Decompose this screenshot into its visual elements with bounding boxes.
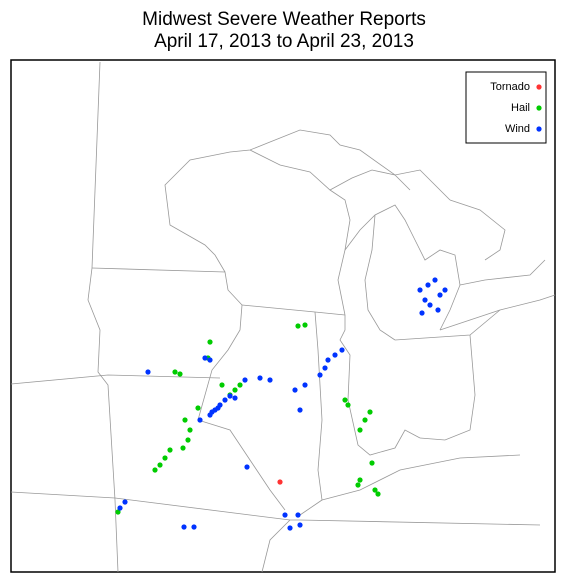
report-dot (339, 347, 345, 353)
report-dot (295, 323, 301, 329)
legend-dot (536, 84, 542, 90)
legend-label: Tornado (490, 81, 530, 93)
report-dot (115, 509, 121, 515)
report-dot (227, 393, 233, 399)
report-dot (181, 524, 187, 530)
report-dot (435, 307, 441, 313)
report-dot (375, 491, 381, 497)
report-dot (232, 395, 238, 401)
report-dot (419, 310, 425, 316)
report-dot (172, 369, 178, 375)
report-dot (219, 382, 225, 388)
reports (115, 277, 448, 531)
report-dot (322, 365, 328, 371)
report-dot (187, 427, 193, 433)
report-dot (197, 417, 203, 423)
report-dot (277, 479, 283, 485)
report-dot (362, 417, 368, 423)
report-dot (317, 372, 323, 378)
legend-label: Wind (505, 123, 530, 135)
report-dot (325, 357, 331, 363)
report-dot (345, 402, 351, 408)
report-dot (257, 375, 263, 381)
report-dot (232, 387, 238, 393)
report-dot (117, 505, 123, 511)
report-dot (222, 397, 228, 403)
report-dot (297, 522, 303, 528)
report-dot (242, 377, 248, 383)
report-dot (357, 427, 363, 433)
report-dot (207, 357, 213, 363)
legend: Tornado Hail Wind (490, 81, 542, 135)
title-line: Midwest Severe Weather Reports (142, 9, 426, 30)
report-dot (417, 287, 423, 293)
report-dot (442, 287, 448, 293)
map-frame (10, 59, 556, 573)
report-dot (162, 455, 168, 461)
report-dot (244, 464, 250, 470)
state-borders (10, 61, 556, 573)
report-dot (180, 445, 186, 451)
report-dot (432, 277, 438, 283)
report-dot (437, 292, 443, 298)
report-dot (202, 355, 208, 361)
report-dot (302, 382, 308, 388)
report-dot (372, 487, 378, 493)
legend-label: Hail (511, 102, 530, 114)
report-dot (357, 477, 363, 483)
report-dot (369, 460, 375, 466)
report-dot (215, 405, 221, 411)
report-dot (425, 282, 431, 288)
report-dot (182, 417, 188, 423)
report-dot (355, 482, 361, 488)
report-dot (145, 369, 151, 375)
report-dot (427, 302, 433, 308)
report-dot (207, 339, 213, 345)
report-dot (191, 524, 197, 530)
report-dot (302, 322, 308, 328)
report-dot (177, 371, 183, 377)
report-dot (267, 377, 273, 383)
report-dot (332, 352, 338, 358)
report-dot (342, 397, 348, 403)
legend-dot (536, 105, 542, 111)
report-dot (282, 512, 288, 518)
report-dot (152, 467, 158, 473)
report-dot (195, 405, 201, 411)
report-dot (287, 525, 293, 531)
legend-dot (536, 126, 542, 132)
report-dot (292, 387, 298, 393)
title-line: April 17, 2013 to April 23, 2013 (154, 31, 414, 52)
report-dot (209, 409, 215, 415)
report-dot (122, 499, 128, 505)
report-dot (367, 409, 373, 415)
report-dot (422, 297, 428, 303)
report-dot (185, 437, 191, 443)
report-dot (167, 447, 173, 453)
report-dot (295, 512, 301, 518)
legend-box (465, 71, 547, 144)
report-dot (237, 382, 243, 388)
report-dot (297, 407, 303, 413)
report-dot (157, 462, 163, 468)
